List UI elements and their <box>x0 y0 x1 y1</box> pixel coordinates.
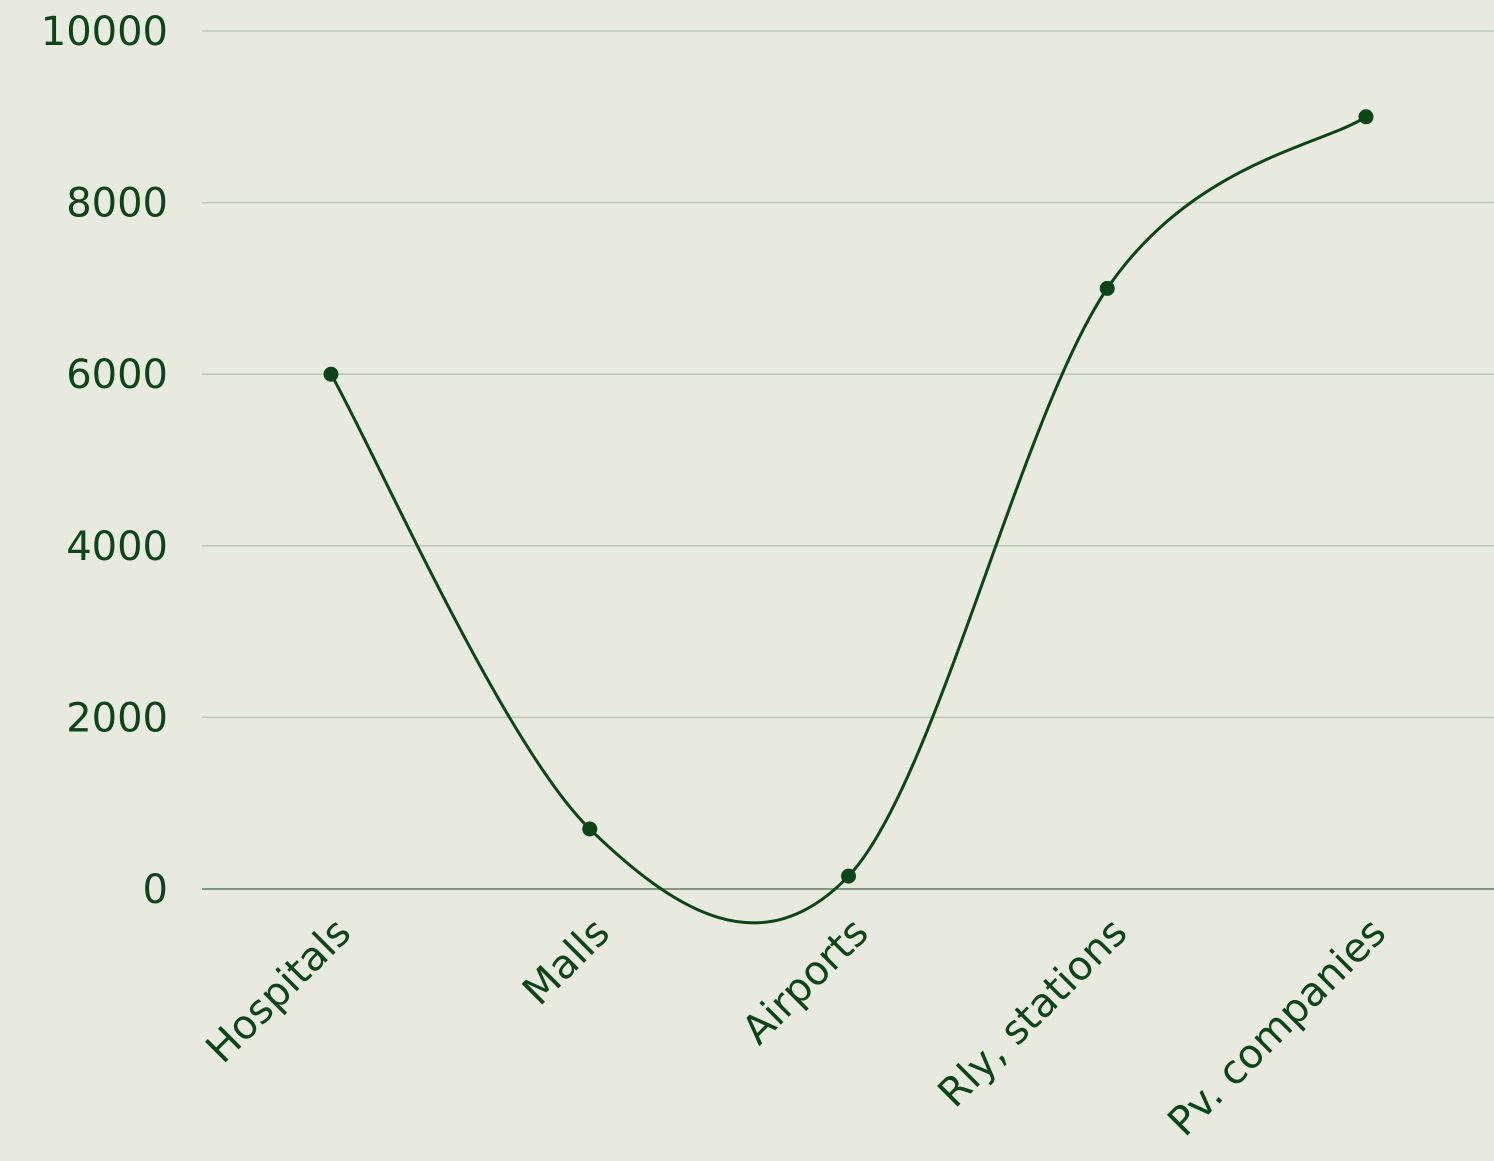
data-point <box>841 868 856 884</box>
series-layer <box>323 109 1374 925</box>
series-line <box>329 115 1367 925</box>
y-tick-label: 4000 <box>66 524 168 570</box>
grid-layer <box>202 30 1494 890</box>
data-point <box>582 821 598 837</box>
data-point <box>1358 109 1374 125</box>
x-axis: Hospitals Malls Airports Rly, stations Pv. c… <box>197 910 1395 1146</box>
data-point <box>323 366 339 382</box>
x-tick-label: Pv. companies <box>1159 910 1395 1146</box>
x-tick-label: Airports <box>733 910 877 1054</box>
y-tick-label: 2000 <box>66 695 168 741</box>
y-tick-label: 6000 <box>66 352 168 398</box>
y-axis: 0 2000 4000 6000 8000 10000 <box>41 9 168 913</box>
y-tick-label: 8000 <box>66 181 168 227</box>
y-tick-label: 0 <box>143 867 168 913</box>
x-tick-label: Malls <box>514 910 619 1015</box>
x-tick-label: Rly, stations <box>929 910 1136 1117</box>
y-tick-label: 10000 <box>41 9 168 55</box>
data-point <box>1099 280 1115 296</box>
x-tick-label: Hospitals <box>197 910 360 1073</box>
